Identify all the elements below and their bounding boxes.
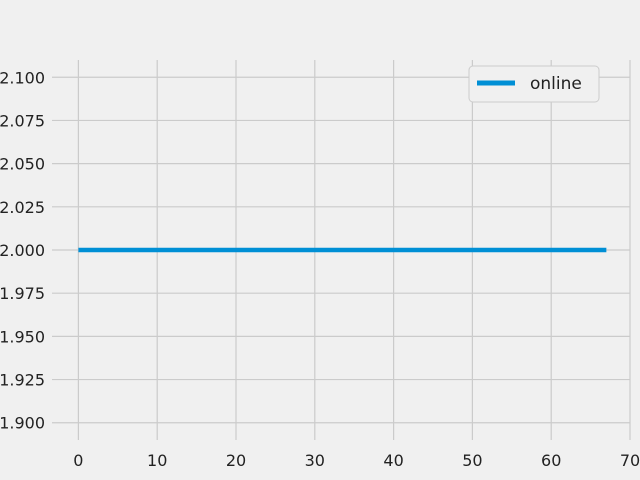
x-tick-label: 0 <box>73 451 83 470</box>
y-tick-label: 2.075 <box>0 111 45 130</box>
y-tick-label: 1.925 <box>0 371 45 390</box>
y-tick-label: 1.975 <box>0 284 45 303</box>
x-tick-label: 10 <box>147 451 167 470</box>
y-tick-label: 1.900 <box>0 414 45 433</box>
y-tick-label: 1.950 <box>0 327 45 346</box>
legend: online <box>468 65 600 103</box>
x-tick-labels: 0 10 20 30 40 50 60 70 <box>73 451 640 470</box>
x-tick-label: 20 <box>226 451 246 470</box>
x-tick-label: 50 <box>462 451 482 470</box>
legend-box <box>468 65 600 103</box>
y-tick-label: 2.100 <box>0 68 45 87</box>
y-tick-label: 2.000 <box>0 241 45 260</box>
x-tick-label: 70 <box>620 451 640 470</box>
y-tick-label: 2.050 <box>0 155 45 174</box>
y-tick-labels: 1.900 1.925 1.950 1.975 2.000 2.025 2.050 2.075… <box>0 68 45 432</box>
x-tick-label: 40 <box>383 451 403 470</box>
y-tick-label: 2.025 <box>0 198 45 217</box>
legend-label-online: online <box>530 74 582 94</box>
x-tick-label: 60 <box>541 451 561 470</box>
x-tick-label: 30 <box>305 451 325 470</box>
